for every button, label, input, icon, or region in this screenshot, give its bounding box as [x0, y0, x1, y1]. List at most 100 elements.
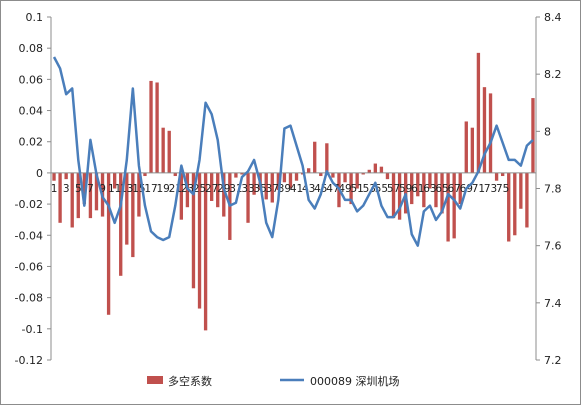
x-tick-label: 37 — [266, 183, 279, 195]
bar — [416, 172, 420, 197]
bar — [179, 172, 184, 220]
bar — [149, 80, 153, 173]
bar — [306, 168, 311, 173]
left-tick-label: -0.04 — [15, 229, 43, 242]
left-tick-label: 0 — [36, 167, 43, 180]
left-tick-label: -0.02 — [15, 198, 43, 211]
right-tick-label: 8.2 — [544, 68, 562, 81]
bar — [288, 172, 293, 189]
x-tick-label: 65 — [435, 183, 448, 195]
right-tick-label: 7.4 — [544, 297, 562, 310]
bar — [446, 172, 450, 242]
bar — [282, 172, 287, 183]
left-tick-label: -0.12 — [15, 354, 43, 367]
right-tick-label: 7.2 — [544, 354, 562, 367]
right-tick-label: 8.4 — [544, 11, 562, 24]
line-series-000089 — [52, 56, 534, 247]
x-tick-label: 59 — [399, 183, 412, 195]
x-tick-label: 39 — [278, 183, 291, 195]
bar — [112, 172, 117, 189]
x-tick-label: 57 — [387, 183, 400, 195]
bar — [88, 172, 93, 219]
bar — [119, 172, 123, 276]
bar — [167, 130, 171, 173]
x-tick-label: 33 — [241, 183, 254, 195]
bar — [155, 82, 159, 173]
bar — [355, 172, 359, 189]
bar — [70, 172, 74, 228]
bar — [379, 166, 384, 173]
bar — [52, 172, 56, 181]
bar — [349, 172, 353, 205]
legend-swatch-bar — [147, 376, 163, 384]
bar — [125, 172, 129, 245]
bar — [173, 172, 177, 177]
bar — [222, 172, 226, 217]
bar — [264, 172, 268, 200]
x-tick-label: 41 — [290, 183, 303, 195]
left-tick-label: -0.06 — [15, 260, 43, 273]
x-tick-label: 7 — [87, 183, 94, 195]
x-tick-label: 1 — [51, 183, 58, 195]
bar — [246, 172, 250, 223]
bar — [482, 87, 487, 173]
bar — [76, 172, 80, 219]
bar — [131, 172, 135, 258]
x-tick-label: 63 — [423, 183, 436, 195]
bar — [470, 127, 475, 173]
left-tick-label: 0.1 — [26, 11, 44, 24]
x-tick-label: 61 — [411, 183, 424, 195]
bar — [476, 52, 481, 173]
bar — [500, 172, 505, 177]
bar — [391, 172, 396, 219]
bar — [434, 172, 438, 208]
x-tick-label: 11 — [108, 183, 121, 195]
bar — [143, 172, 147, 177]
x-tick-label: 5 — [75, 183, 82, 195]
x-tick-label: 3 — [63, 183, 70, 195]
left-tick-label: -0.08 — [15, 292, 43, 305]
bar — [197, 172, 202, 309]
bar — [191, 172, 196, 289]
bar — [319, 172, 323, 177]
left-tick-label: 0.08 — [19, 42, 44, 55]
bar — [234, 172, 238, 178]
x-tick-label: 27 — [205, 183, 218, 195]
bar — [410, 172, 414, 205]
bar — [494, 172, 499, 181]
right-tick-label: 8 — [544, 125, 551, 138]
bar — [525, 172, 529, 228]
x-tick-label: 73 — [484, 183, 497, 195]
bar — [216, 172, 220, 208]
bar — [422, 172, 426, 208]
bar — [331, 172, 335, 178]
bar — [325, 143, 329, 173]
bar — [94, 172, 99, 211]
bar — [361, 172, 365, 175]
x-tick-label: 75 — [496, 183, 509, 195]
bar — [64, 172, 68, 180]
bar — [300, 172, 305, 175]
bar — [161, 127, 165, 173]
bar — [373, 163, 378, 173]
bar — [513, 172, 517, 236]
bar — [270, 172, 274, 203]
x-tick-label: 19 — [156, 183, 169, 195]
bar — [488, 93, 493, 173]
left-tick-label: 0.04 — [19, 105, 44, 118]
left-tick-label: 0.06 — [19, 73, 44, 86]
legend: 多空系数 000089 深圳机场 — [147, 374, 400, 388]
x-tick-label: 71 — [472, 183, 485, 195]
legend-label-line: 000089 深圳机场 — [310, 374, 400, 388]
bar — [58, 172, 62, 223]
left-tick-label: 0.02 — [19, 136, 44, 149]
bar — [276, 172, 281, 191]
right-axis-ticks: 8.4 8.2 8 7.8 7.6 7.4 7.2 — [536, 11, 562, 367]
bar — [252, 172, 256, 195]
x-tick-label: 9 — [99, 183, 106, 195]
bar — [137, 172, 141, 217]
bar — [343, 172, 347, 183]
bar — [385, 172, 390, 180]
bar — [440, 172, 444, 214]
